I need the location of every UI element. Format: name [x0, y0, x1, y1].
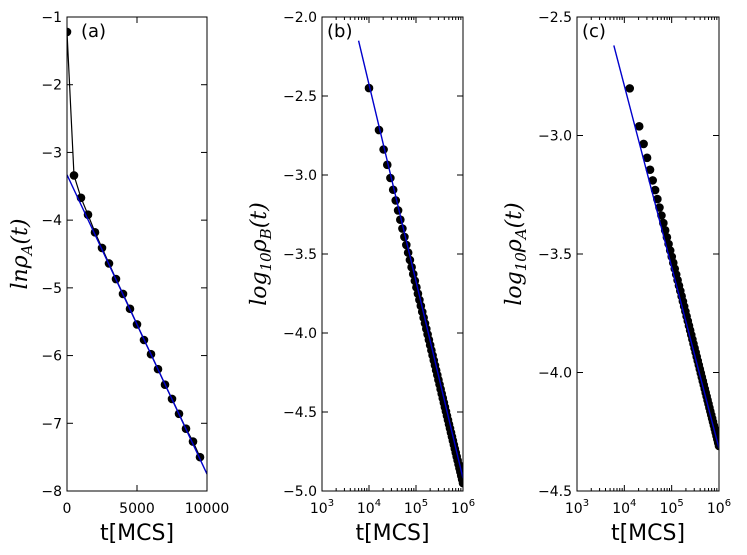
- ylabel-sub: A: [512, 228, 530, 241]
- ylabel-presub: 10: [257, 252, 275, 272]
- ylabel-symbol: ρ: [247, 239, 272, 253]
- data-point: [642, 153, 652, 163]
- x-axis-label: t[MCS]: [100, 521, 174, 546]
- y-tick-label: −3.5: [538, 247, 572, 263]
- ylabel-symbol: ρ: [502, 239, 527, 253]
- tick-exp: 6: [725, 498, 731, 509]
- y-tick-label: −3.0: [283, 168, 317, 184]
- y-tick-label: −3.0: [538, 129, 572, 145]
- panel-a: −8 −7 −6 −5 −4 −3 −2 −1 0 5000 10000 (a) t[MCS] lnρA(…: [8, 10, 229, 546]
- data-point: [458, 478, 463, 488]
- axes-frame: [576, 16, 720, 492]
- tick-base: 10: [660, 501, 678, 517]
- x-tick-label: 106: [451, 498, 475, 517]
- tick-base: 10: [310, 501, 328, 517]
- y-axis-label: lnρA(t): [8, 218, 36, 289]
- y-tick-label: −3.5: [283, 247, 317, 263]
- ylabel-post: (t): [8, 218, 33, 244]
- y-tick-label: −5: [41, 281, 62, 297]
- tick-exp: 4: [630, 498, 636, 509]
- y-tick-label: −2.5: [538, 10, 572, 26]
- plot-area: [357, 40, 463, 488]
- tick-exp: 5: [677, 498, 683, 509]
- data-point: [364, 83, 374, 93]
- tick-exp: 3: [583, 498, 589, 509]
- y-tick-label: −2: [41, 78, 62, 94]
- data-point: [625, 84, 635, 93]
- panel-label: (c): [582, 21, 606, 42]
- panel-label: (b): [327, 21, 352, 42]
- x-tick-label: 103: [310, 498, 334, 517]
- ylabel-post: (t): [502, 202, 527, 228]
- tick-base: 10: [565, 501, 583, 517]
- ylabel-sub: B: [257, 228, 275, 240]
- y-tick-label: −2.5: [283, 89, 317, 105]
- y-axis-label: log10ρA(t): [502, 202, 530, 305]
- tick-base: 10: [612, 501, 630, 517]
- x-tick-label: 105: [404, 498, 428, 517]
- x-tick-label: 103: [565, 498, 589, 517]
- ylabel-pre: ln: [8, 268, 33, 289]
- data-point: [650, 185, 660, 195]
- data-point: [645, 165, 655, 175]
- y-tick-label: −4.5: [538, 484, 572, 500]
- axes-frame: [321, 16, 464, 492]
- x-tick-label: 104: [357, 498, 381, 517]
- tick-exp: 3: [328, 498, 334, 509]
- y-tick-label: −4: [41, 213, 62, 229]
- axes-frame: [66, 16, 208, 492]
- plot-area: [613, 45, 719, 451]
- y-tick-label: −4.5: [283, 405, 317, 421]
- x-tick-label: 104: [612, 498, 636, 517]
- data-point: [69, 171, 79, 180]
- ylabel-sub: A: [18, 244, 36, 257]
- y-tick-label: −5.0: [283, 484, 317, 500]
- y-tick-label: −2.0: [283, 10, 317, 26]
- tick-exp: 4: [375, 498, 381, 509]
- fit-line: [67, 174, 207, 475]
- plot-area: [67, 27, 207, 475]
- y-tick-label: −6: [41, 349, 62, 365]
- data-point: [634, 122, 644, 131]
- y-tick-label: −1: [41, 10, 62, 26]
- data-point: [83, 210, 93, 220]
- tick-exp: 5: [422, 498, 428, 509]
- x-axis-label: t[MCS]: [355, 521, 429, 546]
- tick-base: 10: [451, 501, 469, 517]
- tick-base: 10: [357, 501, 375, 517]
- data-point: [67, 27, 72, 37]
- tick-base: 10: [707, 501, 725, 517]
- x-axis-label: t[MCS]: [611, 521, 685, 546]
- data-line: [67, 31, 201, 458]
- data-point: [639, 139, 648, 149]
- panel-label: (a): [81, 21, 106, 42]
- ylabel-presub: 10: [512, 252, 530, 272]
- fit-line: [613, 45, 719, 449]
- y-tick-label: −7: [41, 416, 62, 432]
- y-tick-label: −8: [41, 484, 62, 500]
- y-axis-label: log10ρB(t): [247, 202, 275, 305]
- x-tick-label: 10000: [185, 501, 230, 517]
- ylabel-pre: log: [502, 271, 527, 305]
- y-tick-label: −4.0: [538, 366, 572, 382]
- x-tick-label: 0: [63, 501, 72, 517]
- x-tick-label: 106: [707, 498, 731, 517]
- x-tick-label: 105: [660, 498, 684, 517]
- data-point: [374, 125, 384, 135]
- ylabel-symbol: ρ: [8, 255, 33, 269]
- y-tick-label: −4.0: [283, 326, 317, 342]
- x-tick-label: 5000: [119, 501, 155, 517]
- data-point: [648, 176, 657, 185]
- y-tick-label: −3: [41, 145, 62, 161]
- tick-exp: 6: [469, 498, 475, 509]
- tick-base: 10: [404, 501, 422, 517]
- ylabel-pre: log: [247, 271, 272, 305]
- ylabel-post: (t): [247, 202, 272, 228]
- fit-line: [357, 40, 463, 479]
